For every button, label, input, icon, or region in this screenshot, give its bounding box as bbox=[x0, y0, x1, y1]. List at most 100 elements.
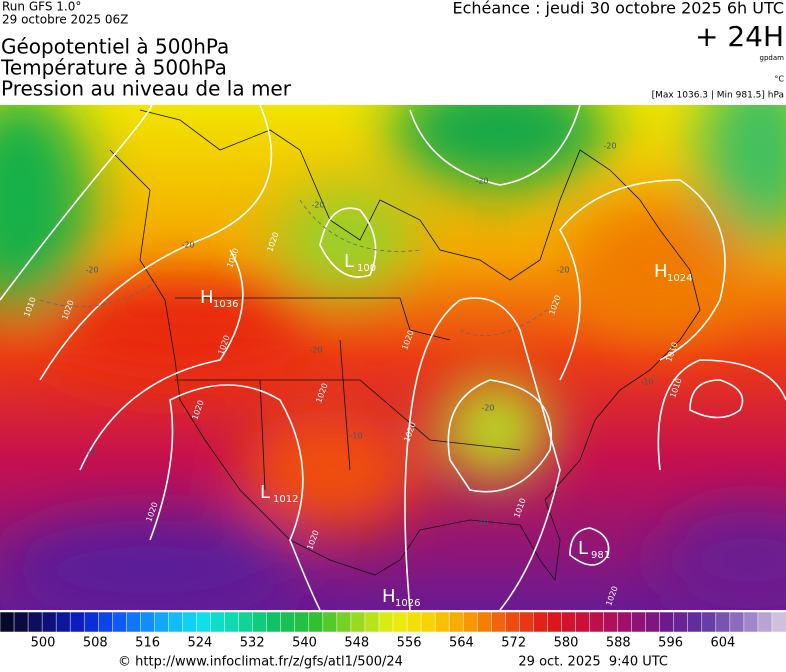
color-swatch bbox=[378, 611, 394, 633]
color-swatch bbox=[238, 611, 254, 633]
pressure-range: [Max 1036.3 | Min 981.5] hPa bbox=[652, 91, 784, 101]
color-scale-label: 580 bbox=[554, 636, 579, 651]
color-swatch bbox=[645, 611, 661, 633]
temperature-label: -20 bbox=[181, 241, 194, 250]
color-swatch bbox=[575, 611, 591, 633]
forecast-time: Echéance : jeudi 30 octobre 2025 6h UTC bbox=[453, 0, 785, 18]
pressure-center-value: 1036 bbox=[213, 299, 238, 310]
color-swatch bbox=[350, 611, 366, 633]
color-scale-label: 564 bbox=[449, 636, 474, 651]
color-swatch bbox=[308, 611, 324, 633]
unit-temp: °C bbox=[774, 75, 784, 84]
color-scale-label: 516 bbox=[135, 636, 160, 651]
color-swatch bbox=[673, 611, 689, 633]
color-swatch bbox=[631, 611, 647, 633]
pressure-center-kind: L bbox=[344, 251, 354, 272]
lead-time: + 24H bbox=[695, 20, 784, 53]
color-scale: 500 508 516 524 532 540 548 556 564 572 580 588 596 6… bbox=[0, 611, 786, 651]
color-swatch bbox=[140, 611, 156, 633]
color-swatch bbox=[294, 611, 310, 633]
temperature-label: -20 bbox=[309, 346, 322, 355]
color-swatch bbox=[364, 611, 380, 633]
run-label: Run GFS 1.0° bbox=[2, 0, 81, 14]
pressure-center-value: 981 bbox=[591, 550, 610, 561]
color-swatch bbox=[476, 611, 493, 633]
timestamp: 29 oct. 2025 9:40 UTC bbox=[518, 655, 668, 670]
color-scale-label: 500 bbox=[31, 636, 56, 651]
color-swatch bbox=[729, 611, 745, 633]
title: Température à 500hPa bbox=[0, 56, 227, 80]
color-swatch bbox=[757, 611, 773, 633]
pressure-center-value: 1024 bbox=[667, 273, 692, 284]
color-swatch bbox=[196, 611, 212, 633]
color-swatch bbox=[69, 611, 85, 633]
color-scale-label: 524 bbox=[187, 636, 212, 651]
color-swatch bbox=[27, 611, 43, 633]
color-swatch bbox=[491, 611, 507, 633]
color-swatch bbox=[462, 611, 478, 633]
pressure-center-kind: H bbox=[654, 261, 668, 282]
color-swatch bbox=[701, 611, 717, 633]
color-swatch bbox=[252, 611, 268, 633]
temperature-label: -20 bbox=[481, 404, 494, 413]
color-swatch bbox=[154, 611, 170, 633]
pressure-center-value: 100 bbox=[357, 263, 376, 274]
color-swatch bbox=[505, 611, 521, 633]
color-swatch bbox=[112, 611, 128, 633]
color-scale-label: 556 bbox=[397, 636, 422, 651]
temperature-label: -10 bbox=[475, 518, 488, 527]
temperature-label: -20 bbox=[475, 177, 488, 186]
color-swatch bbox=[603, 611, 619, 633]
color-swatch bbox=[392, 611, 408, 633]
color-swatch bbox=[519, 611, 535, 633]
temperature-label: -10 bbox=[349, 432, 362, 441]
run-date: 29 octobre 2025 06Z bbox=[2, 13, 128, 27]
pressure-center-kind: H bbox=[382, 586, 396, 607]
color-swatch bbox=[55, 611, 71, 633]
color-scale-label: 572 bbox=[501, 636, 526, 651]
color-swatch bbox=[98, 611, 114, 633]
title: Pression au niveau de la mer bbox=[1, 77, 292, 101]
color-swatch bbox=[336, 611, 352, 633]
color-swatch bbox=[83, 611, 100, 633]
color-swatch bbox=[13, 611, 29, 633]
color-swatch bbox=[322, 611, 338, 633]
color-swatch bbox=[617, 611, 633, 633]
pressure-center-kind: L bbox=[578, 538, 588, 559]
pressure-center-value: 1012 bbox=[273, 494, 298, 505]
color-swatch bbox=[210, 611, 226, 633]
temperature-label: -20 bbox=[85, 266, 98, 275]
color-scale-label: 532 bbox=[240, 636, 265, 651]
map-area bbox=[0, 105, 786, 610]
color-swatch bbox=[771, 611, 786, 633]
color-swatch bbox=[533, 611, 549, 633]
color-swatch bbox=[715, 611, 731, 633]
color-swatch bbox=[168, 611, 184, 633]
color-swatch bbox=[126, 611, 142, 633]
color-swatch bbox=[448, 611, 464, 633]
color-swatch bbox=[743, 611, 759, 633]
color-scale-label: 548 bbox=[344, 636, 369, 651]
color-swatch bbox=[434, 611, 450, 633]
color-swatch bbox=[266, 611, 282, 633]
temperature-label: -20 bbox=[311, 201, 324, 210]
color-swatch bbox=[182, 611, 198, 633]
color-swatch bbox=[420, 611, 436, 633]
pressure-center-kind: L bbox=[260, 482, 270, 503]
color-swatch bbox=[0, 611, 15, 633]
color-swatch bbox=[687, 611, 703, 633]
color-scale-label: 596 bbox=[658, 636, 683, 651]
color-swatch bbox=[280, 611, 296, 633]
source-url: © http://www.infoclimat.fr/z/gfs/atl1/50… bbox=[118, 655, 403, 670]
temperature-label: -20 bbox=[556, 266, 569, 275]
color-scale-label: 588 bbox=[606, 636, 631, 651]
color-scale-label: 508 bbox=[83, 636, 108, 651]
color-swatch bbox=[561, 611, 577, 633]
pressure-center-kind: H bbox=[200, 287, 214, 308]
color-swatch bbox=[224, 611, 240, 633]
temperature-label: -20 bbox=[603, 142, 616, 151]
color-swatch bbox=[406, 611, 422, 633]
color-swatch bbox=[41, 611, 57, 633]
temperature-label: -10 bbox=[83, 448, 96, 457]
